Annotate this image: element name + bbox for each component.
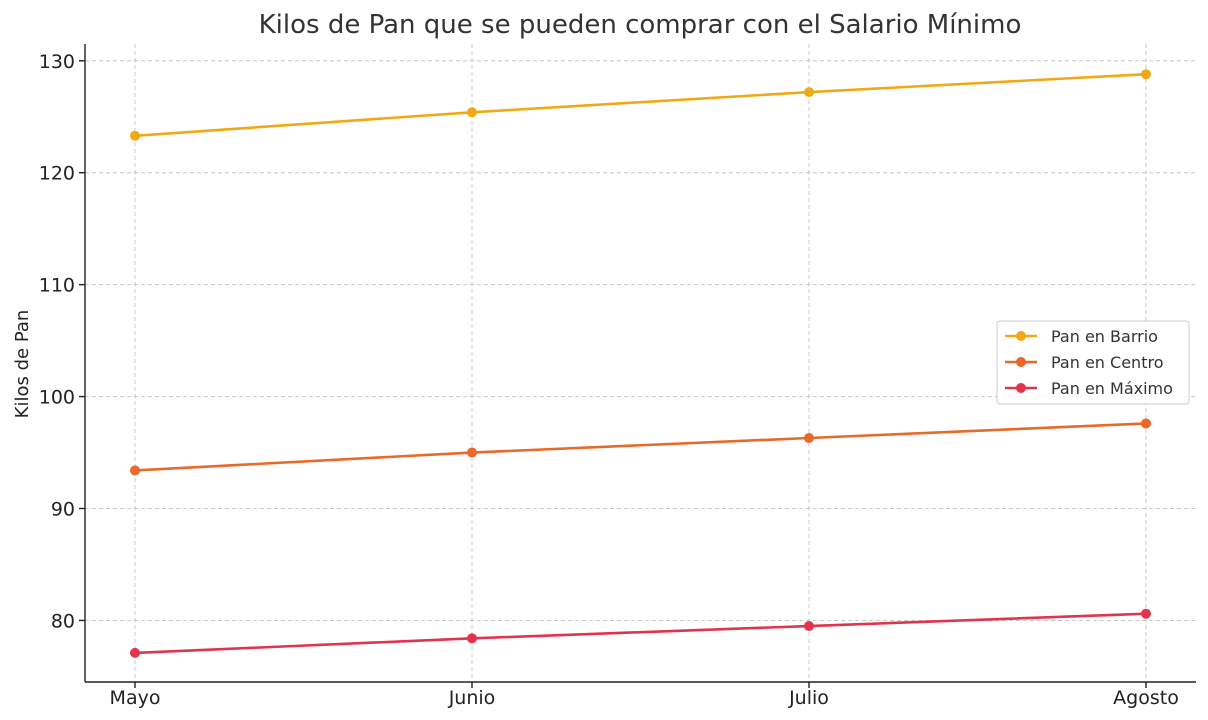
data-point	[467, 447, 477, 458]
data-point	[130, 465, 140, 476]
data-point	[804, 432, 814, 443]
series-lines	[130, 69, 1151, 658]
axes: 80 90 100 110 120 130 Mayo Junio Julio Agosto	[39, 44, 1196, 709]
legend-marker	[1016, 331, 1026, 341]
x-tick-label: Junio	[448, 687, 496, 709]
legend-item: Pan en Barrio	[1005, 327, 1158, 346]
legend-marker	[1016, 383, 1026, 393]
legend-item: Pan en Centro	[1005, 353, 1163, 372]
series-3	[130, 608, 1151, 658]
data-point	[467, 633, 477, 644]
data-point	[130, 130, 140, 141]
x-tick-label: Julio	[788, 687, 829, 709]
legend-marker	[1016, 357, 1026, 367]
legend-item: Pan en Máximo	[1005, 379, 1173, 398]
series-line	[134, 72, 1147, 138]
data-point	[467, 107, 477, 118]
legend-label: Pan en Máximo	[1051, 379, 1173, 398]
data-point	[804, 621, 814, 632]
legend: Pan en Barrio Pan en Centro Pan en Máximo	[996, 320, 1190, 405]
data-point	[1141, 69, 1151, 80]
y-axis-label: Kilos de Pan	[12, 310, 33, 419]
y-tick-label: 120	[39, 163, 75, 185]
data-point	[130, 647, 140, 658]
y-tick-label: 110	[39, 275, 75, 297]
data-point	[1141, 418, 1151, 429]
series-1	[130, 69, 1151, 141]
legend-label: Pan en Barrio	[1051, 327, 1158, 346]
y-tick-label: 90	[51, 499, 75, 521]
data-point	[1141, 608, 1151, 619]
y-tick-label: 130	[39, 51, 75, 73]
chart-title: Kilos de Pan que se pueden comprar con e…	[259, 10, 1022, 40]
y-tick-label: 80	[51, 610, 75, 632]
legend-box	[996, 320, 1190, 405]
x-tick-label: Agosto	[1113, 687, 1179, 709]
y-tick-label: 100	[39, 387, 75, 409]
data-point	[804, 87, 814, 98]
series-2	[130, 418, 1151, 476]
series-line	[134, 422, 1147, 472]
legend-label: Pan en Centro	[1051, 353, 1163, 372]
x-tick-label: Mayo	[110, 687, 161, 709]
series-line	[134, 612, 1147, 655]
